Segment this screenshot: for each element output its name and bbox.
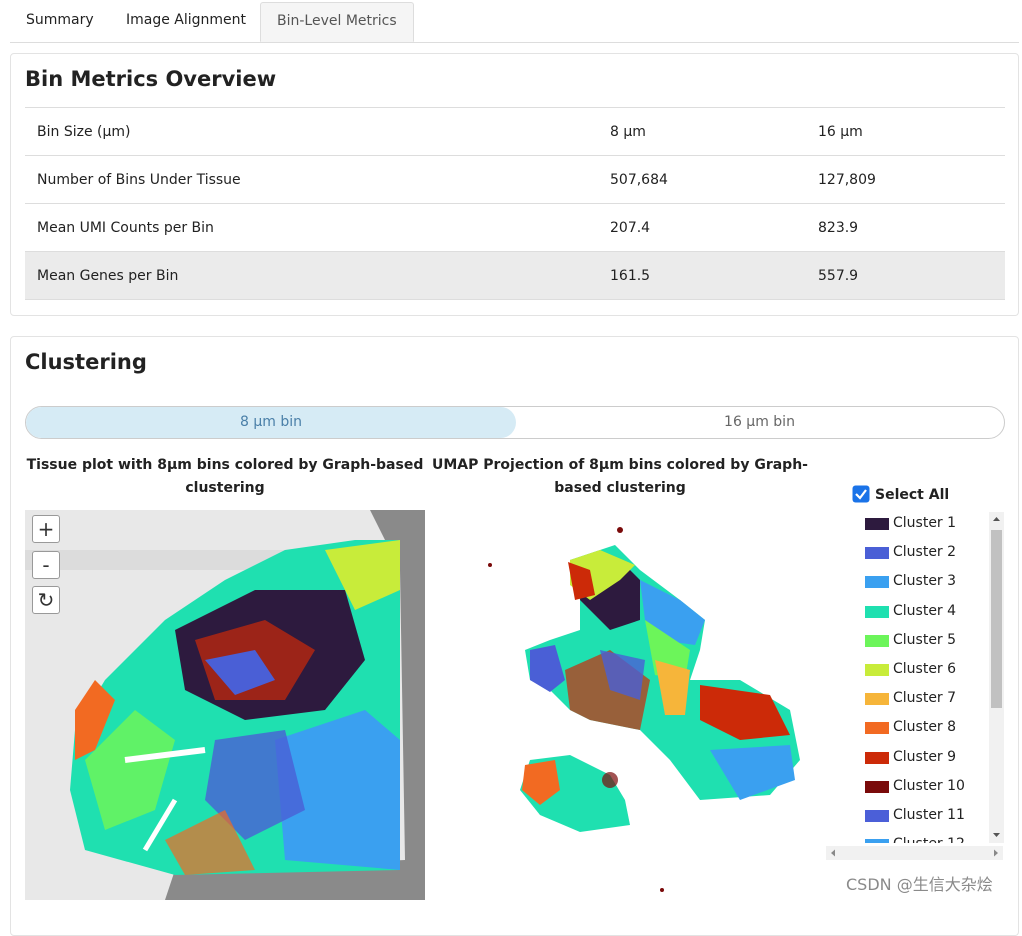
- legend-swatch: [865, 634, 889, 647]
- legend-swatch: [865, 576, 889, 589]
- table-cell: Number of Bins Under Tissue: [25, 155, 598, 204]
- section-title: Bin Metrics Overview: [25, 67, 277, 91]
- legend-swatch: [865, 839, 889, 843]
- legend-label: Cluster 12: [893, 834, 965, 843]
- metrics-table: Bin Size (µm) 8 µm 16 µm Number of Bins Und…: [25, 107, 1005, 300]
- zoom-out[interactable]: -: [32, 551, 60, 579]
- toggle-option[interactable]: 8 µm bin: [26, 407, 516, 438]
- table-row: Mean Genes per Bin 161.5 557.9: [25, 251, 1005, 300]
- legend-label: Cluster 8: [893, 719, 957, 736]
- table-row: Bin Size (µm) 8 µm 16 µm: [25, 107, 1005, 156]
- metrics-card: Bin Metrics Overview Bin Size (µm) 8 µm 16…: [10, 53, 1019, 316]
- legend-label: Cluster 3: [893, 573, 957, 590]
- select-all-checkbox[interactable]: [852, 485, 870, 503]
- zoom-in[interactable]: +: [32, 515, 60, 543]
- tab[interactable]: Bin-Level Metrics: [260, 2, 414, 42]
- table-cell: 16 µm: [806, 107, 1005, 156]
- legend-swatch: [865, 722, 889, 735]
- plot-title: UMAP Projection of 8µm bins colored by G…: [432, 457, 808, 496]
- legend-swatch: [865, 605, 889, 618]
- table-row: Mean UMI Counts per Bin 207.4 823.9: [25, 203, 1005, 252]
- table-cell: 161.5: [598, 251, 806, 300]
- table-cell: 507,684: [598, 155, 806, 204]
- legend-label: Cluster 11: [893, 807, 965, 823]
- legend-swatch: [865, 664, 889, 676]
- legend-label: Cluster 6: [893, 661, 957, 677]
- table-cell: 207.4: [598, 203, 806, 252]
- legend-label: Cluster 5: [893, 631, 957, 648]
- legend-label: Cluster 1: [893, 515, 957, 531]
- legend-label: Cluster 2: [893, 544, 957, 561]
- cluster-legend: Cluster 1 Cluster 2 Cluster 3 Cluster 4 Clus…: [826, 512, 1003, 843]
- bin-toggle[interactable]: 8 µm bin 16 µm bin: [25, 406, 1005, 439]
- legend-swatch: [865, 547, 889, 560]
- legend-label: Cluster 10: [893, 777, 965, 794]
- page: {"tabs": ["Summary", "Image Alignment", …: [10, 0, 1019, 936]
- toggle-option[interactable]: 16 µm bin: [724, 414, 795, 430]
- section-title: Clustering: [25, 350, 147, 374]
- legend-swatch: [865, 693, 889, 706]
- table-cell: Mean UMI Counts per Bin: [25, 203, 598, 252]
- legend-label: Cluster 7: [893, 690, 957, 707]
- watermark: CSDN @生信大杂烩: [846, 875, 993, 894]
- tab[interactable]: Summary: [26, 12, 94, 28]
- legend-swatch: [865, 780, 889, 793]
- table-cell: Mean Genes per Bin: [25, 251, 598, 300]
- select-all-label[interactable]: Select All: [875, 487, 950, 503]
- vertical-scrollbar[interactable]: [989, 512, 1004, 843]
- plot-title: Tissue plot with 8µm bins colored by Gra…: [26, 457, 424, 496]
- legend-swatch: [865, 810, 889, 822]
- zoom-reset[interactable]: ↻: [32, 586, 60, 614]
- legend-label: Cluster 9: [893, 748, 957, 765]
- umap-image: [488, 527, 800, 892]
- legend-swatch: [865, 518, 889, 530]
- table-row: Number of Bins Under Tissue 507,684 127,80…: [25, 155, 1005, 204]
- table-cell: Bin Size (µm): [25, 107, 598, 156]
- table-cell: 8 µm: [598, 107, 806, 156]
- legend-swatch: [865, 751, 889, 764]
- table-cell: 823.9: [806, 203, 1005, 252]
- table-cell: 127,809: [806, 155, 1005, 204]
- table-cell: 557.9: [806, 251, 1005, 300]
- tab-bar: Summary Image Alignment Bin-Level Metrics: [10, 0, 1019, 43]
- legend-label: Cluster 4: [893, 602, 957, 619]
- tab[interactable]: Image Alignment: [126, 12, 247, 28]
- tissue-image: [25, 510, 425, 900]
- horizontal-scrollbar[interactable]: [826, 846, 1003, 860]
